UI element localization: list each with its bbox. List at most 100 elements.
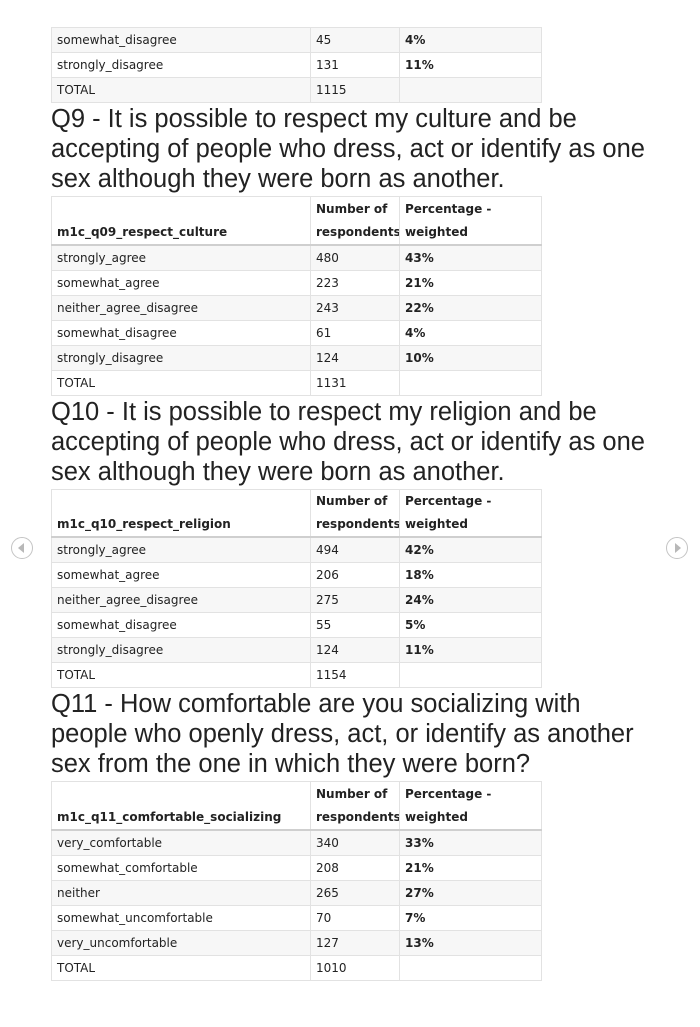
table-cell: 13% xyxy=(399,929,542,956)
table-row: very_comfortable 340 33% xyxy=(51,829,542,856)
table-row: neither_agree_disagree 275 24% xyxy=(51,587,542,613)
table-row: somewhat_disagree 55 5% xyxy=(51,612,542,638)
table-row: TOTAL 1131 xyxy=(51,369,542,396)
table-cell: 1154 xyxy=(310,662,400,688)
table-cell: 127 xyxy=(310,929,400,956)
next-button[interactable] xyxy=(666,537,688,559)
table-cell: 24% xyxy=(399,587,542,613)
table-cell xyxy=(399,369,542,396)
table-row: TOTAL 1010 xyxy=(51,954,542,981)
table-row: neither 265 27% xyxy=(51,879,542,906)
table-cell: 55 xyxy=(310,612,400,638)
table-cell: somewhat_uncomfortable xyxy=(51,904,311,931)
header-text: respondents xyxy=(316,809,400,824)
table-cell: 5% xyxy=(399,612,542,638)
table-row: somewhat_agree 223 21% xyxy=(51,269,542,296)
data-table: m1c_q09_respect_culture Number of responde… xyxy=(51,196,542,396)
table-cell: 124 xyxy=(310,637,400,663)
table-row: strongly_disagree 131 11% xyxy=(51,52,542,78)
header-text: Percentage - xyxy=(405,201,492,216)
table-cell: TOTAL xyxy=(51,369,311,396)
table-cell: strongly_agree xyxy=(51,244,311,271)
table-cell: somewhat_comfortable xyxy=(51,854,311,881)
table-cell: 480 xyxy=(310,244,400,271)
table-row: somewhat_agree 206 18% xyxy=(51,562,542,588)
header-row: m1c_q10_respect_religion Number of respond… xyxy=(51,488,542,538)
table-cell: somewhat_disagree xyxy=(51,319,311,346)
table-header: m1c_q09_respect_culture Number of responde… xyxy=(51,196,542,246)
table-cell: strongly_disagree xyxy=(51,344,311,371)
table-cell: TOTAL xyxy=(51,662,311,688)
table-cell: 11% xyxy=(399,637,542,663)
prev-button[interactable] xyxy=(11,537,33,559)
header-cell: m1c_q09_respect_culture xyxy=(51,196,311,246)
table-row: strongly_disagree 124 11% xyxy=(51,637,542,663)
table-cell: 61 xyxy=(310,319,400,346)
table-cell: 22% xyxy=(399,294,542,321)
table-row: strongly_agree 494 42% xyxy=(51,536,542,563)
header-cell: Number of respondents xyxy=(310,781,400,831)
table-cell: 1115 xyxy=(310,77,400,103)
table-cell: neither_agree_disagree xyxy=(51,294,311,321)
table-cell: TOTAL xyxy=(51,954,311,981)
table-cell: neither xyxy=(51,879,311,906)
question-heading: Q11 - How comfortable are you socializin… xyxy=(51,690,634,778)
header-text: m1c_q11_comfortable_socializing xyxy=(57,809,282,824)
header-cell: Number of respondents xyxy=(310,196,400,246)
table-row: somewhat_disagree 61 4% xyxy=(51,319,542,346)
table-cell: 21% xyxy=(399,269,542,296)
data-table: somewhat_disagree 45 4% strongly_disagree 13… xyxy=(51,27,542,103)
header-cell: m1c_q11_comfortable_socializing xyxy=(51,781,311,831)
table-cell: 45 xyxy=(310,27,400,53)
table-body: very_comfortable 340 33% somewhat_comfortab… xyxy=(51,829,542,981)
table-row: somewhat_uncomfortable 70 7% xyxy=(51,904,542,931)
table-cell: 1010 xyxy=(310,954,400,981)
table-cell: 21% xyxy=(399,854,542,881)
header-text: Percentage - xyxy=(405,494,492,508)
table-row: strongly_agree 480 43% xyxy=(51,244,542,271)
header-text: weighted xyxy=(405,224,468,239)
table-cell: 494 xyxy=(310,536,400,563)
table-row: somewhat_comfortable 208 21% xyxy=(51,854,542,881)
table-body: strongly_agree 480 43% somewhat_agree 223 21%… xyxy=(51,244,542,396)
table-cell: 265 xyxy=(310,879,400,906)
table-cell: 206 xyxy=(310,562,400,588)
header-cell: Percentage - weighted xyxy=(399,196,542,246)
table-cell: 1131 xyxy=(310,369,400,396)
table-cell: 243 xyxy=(310,294,400,321)
header-text: weighted xyxy=(405,517,468,531)
data-table: m1c_q10_respect_religion Number of respond… xyxy=(51,488,542,688)
header-text: m1c_q09_respect_culture xyxy=(57,224,228,239)
table-cell xyxy=(399,954,542,981)
question-heading: Q10 - It is possible to respect my relig… xyxy=(51,397,645,486)
table-row: strongly_disagree 124 10% xyxy=(51,344,542,371)
table-cell: 4% xyxy=(399,319,542,346)
table-cell: 223 xyxy=(310,269,400,296)
header-cell: m1c_q10_respect_religion xyxy=(51,488,311,538)
table-row: neither_agree_disagree 243 22% xyxy=(51,294,542,321)
header-text: m1c_q10_respect_religion xyxy=(57,517,231,531)
table-cell: 11% xyxy=(399,52,542,78)
table-cell: 275 xyxy=(310,587,400,613)
header-cell: Percentage - weighted xyxy=(399,781,542,831)
data-table: m1c_q11_comfortable_socializing Number of… xyxy=(51,781,542,981)
table-cell: TOTAL xyxy=(51,77,311,103)
question-heading: Q9 - It is possible to respect my cultur… xyxy=(51,105,645,193)
header-row: m1c_q11_comfortable_socializing Number of… xyxy=(51,781,542,831)
table-cell: very_comfortable xyxy=(51,829,311,856)
header-text: respondents xyxy=(316,224,400,239)
table-cell: neither_agree_disagree xyxy=(51,587,311,613)
table-cell: 70 xyxy=(310,904,400,931)
table-row: TOTAL 1154 xyxy=(51,662,542,688)
header-text: weighted xyxy=(405,809,468,824)
table-cell: very_uncomfortable xyxy=(51,929,311,956)
table-row: very_uncomfortable 127 13% xyxy=(51,929,542,956)
table-cell xyxy=(399,77,542,103)
header-row: m1c_q09_respect_culture Number of responde… xyxy=(51,196,542,246)
header-text: respondents xyxy=(316,517,400,531)
table-row: somewhat_disagree 45 4% xyxy=(51,27,542,53)
header-text: Number of xyxy=(316,494,388,508)
table-cell: strongly_agree xyxy=(51,536,311,563)
table-header: m1c_q10_respect_religion Number of respond… xyxy=(51,488,542,538)
